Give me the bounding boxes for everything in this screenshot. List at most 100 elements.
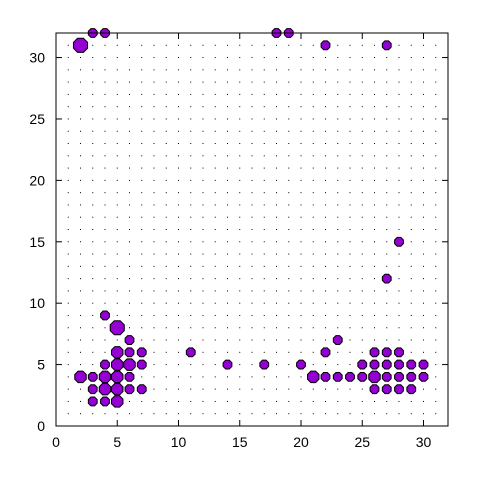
grid-dot [435, 57, 437, 59]
grid-dot [165, 57, 167, 59]
grid-dot [398, 229, 400, 230]
grid-dot [190, 44, 192, 46]
grid-dot [227, 229, 228, 230]
grid-dot [325, 130, 326, 132]
grid-dot [178, 167, 179, 169]
grid-dot [263, 388, 265, 390]
grid-dot [116, 69, 118, 71]
grid-dot [239, 302, 241, 304]
grid-dot [325, 314, 326, 316]
grid-dot [337, 364, 339, 366]
grid-dot [263, 130, 265, 132]
grid-dot [288, 265, 290, 267]
grid-dot [435, 192, 437, 194]
y-tick-label: 20 [29, 172, 45, 188]
grid-dot [410, 265, 412, 267]
grid-dot [141, 143, 143, 145]
grid-dot [153, 290, 155, 292]
axis-tick-labels: 0 5 10 15 20 25 30 0 5 10 15 20 25 30 [29, 50, 431, 450]
grid-dot [165, 388, 167, 390]
grid-dot [67, 364, 69, 366]
grid-dot [67, 57, 69, 59]
grid-dot [312, 155, 314, 157]
grid-dot [349, 388, 351, 390]
grid-dot [276, 229, 277, 230]
grid-dot [435, 143, 437, 145]
grid-dot [80, 400, 81, 402]
grid-dot [361, 253, 363, 255]
grid-dot [435, 400, 437, 402]
data-point [418, 371, 429, 382]
grid-dot [435, 278, 437, 280]
data-point [136, 384, 147, 395]
grid-dot [386, 229, 388, 230]
grid-dot [435, 339, 437, 341]
grid-dot [178, 130, 179, 132]
grid-dot [386, 118, 388, 120]
grid-dot [386, 327, 388, 329]
grid-dot [423, 351, 424, 353]
grid-dot [92, 93, 94, 95]
grid-dot [251, 69, 253, 71]
grid-dot [276, 388, 277, 390]
grid-dot [300, 69, 302, 71]
grid-dot [104, 192, 106, 194]
grid-dot [67, 106, 69, 108]
grid-dot [361, 290, 363, 292]
grid-dot [312, 302, 314, 304]
grid-dot [165, 376, 167, 378]
grid-dot [227, 265, 228, 267]
grid-dot [214, 278, 216, 280]
grid-dot [190, 69, 192, 71]
grid-dot [202, 192, 204, 194]
grid-dot [410, 44, 412, 46]
grid-dot [423, 339, 424, 341]
grid-dot [288, 44, 290, 46]
data-point [259, 359, 270, 370]
grid-dot [312, 216, 314, 218]
grid-dot [227, 314, 228, 316]
grid-dot [276, 253, 277, 255]
grid-dot [129, 216, 130, 218]
grid-dot [361, 278, 363, 280]
grid-dot [202, 302, 204, 304]
grid-dot [276, 44, 277, 46]
grid-dot [116, 192, 118, 194]
grid-dot [67, 69, 69, 71]
grid-dot [141, 106, 143, 108]
grid-dot [423, 413, 424, 415]
grid-dot [214, 229, 216, 230]
grid-dot [153, 265, 155, 267]
grid-dot [337, 302, 339, 304]
grid-dot [349, 118, 351, 120]
y-tick-label: 0 [37, 418, 45, 434]
grid-dot [190, 400, 192, 402]
grid-dot [263, 290, 265, 292]
data-point [369, 359, 380, 370]
grid-dot [239, 278, 241, 280]
grid-dot [361, 179, 363, 181]
data-point [357, 359, 368, 370]
grid-dot [276, 81, 277, 83]
grid-dot [153, 69, 155, 71]
grid-dot [190, 314, 192, 316]
grid-dot [263, 192, 265, 194]
grid-dot [190, 192, 192, 194]
grid-dot [374, 278, 375, 280]
grid-dot [312, 364, 314, 366]
grid-dot [92, 81, 94, 83]
grid-dot [116, 179, 118, 181]
grid-dot [312, 130, 314, 132]
grid-dot [337, 314, 339, 316]
grid-dot [190, 81, 192, 83]
grid-dot [67, 155, 69, 157]
grid-dot [129, 106, 130, 108]
grid-dot [398, 130, 400, 132]
data-point [74, 370, 87, 384]
grid-dot [386, 93, 388, 95]
grid-dot [374, 69, 375, 71]
grid-dot [129, 192, 130, 194]
grid-dot [202, 413, 204, 415]
grid-dot [337, 44, 339, 46]
grid-dot [398, 155, 400, 157]
